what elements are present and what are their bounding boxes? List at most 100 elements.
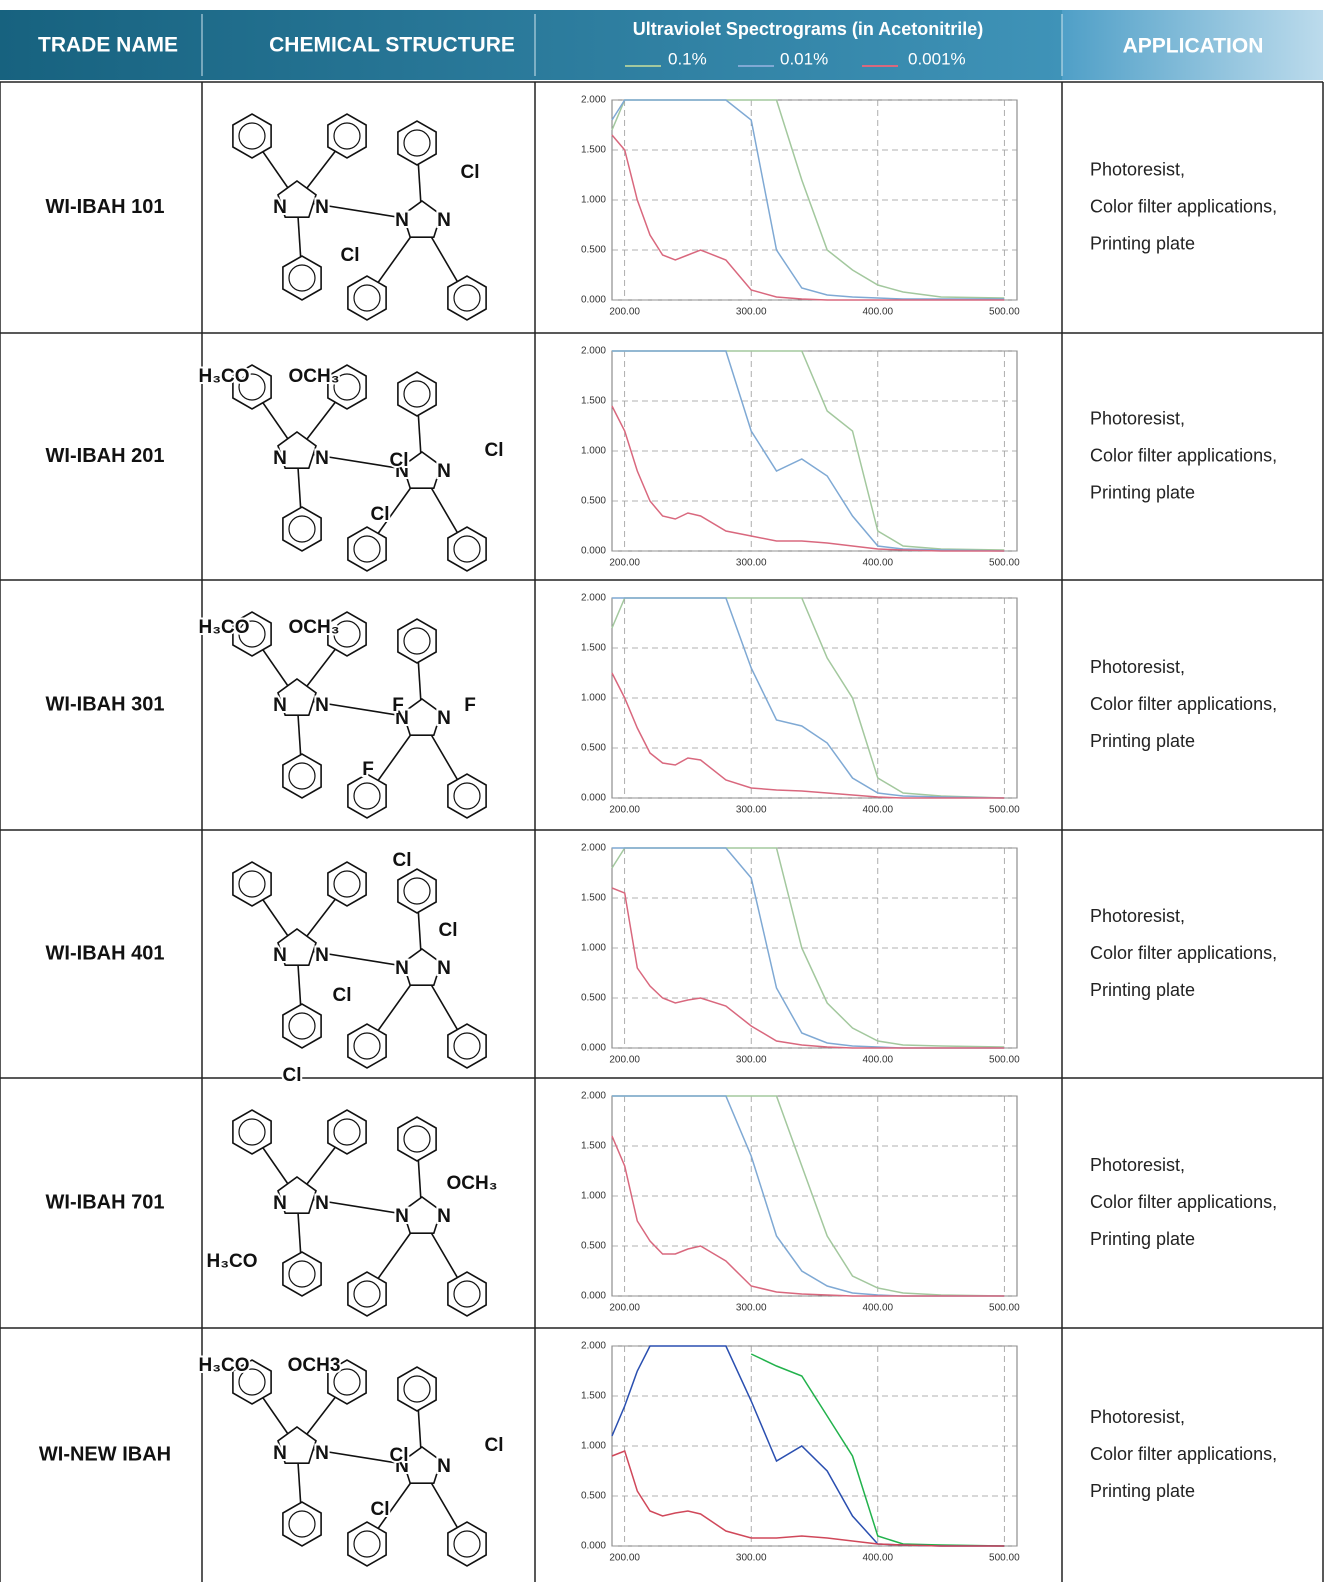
x-tick-label: 400.00 [862,1553,893,1564]
ring [347,1023,387,1069]
ring-inner [238,122,266,150]
spectrum-line [612,597,1005,799]
atom-label: OCH₃ [288,617,339,638]
ring [397,120,437,166]
y-tick-label: 1.500 [581,1141,606,1152]
atom-label: N [437,708,451,729]
header-spectrograms: Ultraviolet Spectrograms (in Acetonitril… [633,19,983,39]
ring [277,180,317,218]
atom-label: N [273,448,287,469]
y-tick-label: 1.000 [581,195,606,206]
ring [232,364,272,410]
ring [397,1116,437,1162]
x-tick-label: 300.00 [736,1303,767,1314]
atom-label: F [464,695,476,716]
ring [282,506,322,552]
atom-label: Cl [371,1499,390,1520]
ring [402,948,442,986]
application-text: Photoresist, [1090,159,1185,179]
x-tick-label: 200.00 [609,1303,640,1314]
y-tick-label: 0.500 [581,496,606,507]
x-tick-label: 500.00 [989,1055,1020,1066]
header-application: APPLICATION [1123,35,1264,58]
y-tick-label: 0.500 [581,1241,606,1252]
x-tick-label: 400.00 [862,1303,893,1314]
bond [296,948,423,970]
atom-label: N [437,1456,451,1477]
atom-label: N [315,695,329,716]
y-tick-label: 1.500 [581,396,606,407]
ring [447,1271,487,1317]
structure: N N N N Cl Cl [232,113,487,321]
y-tick-label: 0.500 [581,993,606,1004]
ring [232,113,272,159]
atom-label: N [273,945,287,966]
atom-label: N [395,210,409,231]
atom-label: N [273,197,287,218]
x-tick-label: 400.00 [862,805,893,816]
atom-label: Cl [390,1445,409,1466]
ring-inner [353,535,381,563]
atom-label: N [315,197,329,218]
spectrum-line [611,887,1005,1049]
ring [347,773,387,819]
ring-inner [403,1125,431,1153]
atom-label: N [437,1206,451,1227]
header-bar [0,10,1062,80]
atom-label: Cl [485,1435,504,1456]
ring [402,200,442,238]
legend-label: 0.01% [780,49,828,68]
atom-label: Cl [390,450,409,471]
application-text: Photoresist, [1090,906,1185,926]
x-tick-label: 300.00 [736,307,767,318]
atom-label: N [273,1443,287,1464]
y-tick-label: 2.000 [581,593,606,604]
ring [397,618,437,664]
ring [327,861,367,907]
y-tick-label: 1.000 [581,943,606,954]
ring [447,1521,487,1567]
trade-name: WI-IBAH 201 [46,445,165,467]
ring [397,868,437,914]
ring-inner [453,284,481,312]
atom-label: Cl [283,1065,302,1086]
spectrum-line [611,134,1005,301]
spectrum-line [612,1095,1005,1297]
atom-label: N [395,1456,409,1477]
ring [347,275,387,321]
x-tick-label: 400.00 [862,307,893,318]
ring [327,1359,367,1405]
atom-label: OCH3 [288,1355,341,1376]
x-tick-label: 500.00 [989,307,1020,318]
x-tick-label: 200.00 [609,805,640,816]
header-structure: CHEMICAL STRUCTURE [269,34,515,57]
ring [277,1176,317,1214]
trade-name: WI-IBAH 301 [46,693,165,715]
atom-label: N [395,708,409,729]
application-text: Photoresist, [1090,408,1185,428]
ring-inner [353,284,381,312]
ring-inner [238,620,266,648]
ring-inner [288,264,316,292]
ring-inner [288,1260,316,1288]
spectrum-line [611,1135,1005,1297]
ring-inner [238,373,266,401]
ring [402,1196,442,1234]
y-tick-label: 1.500 [581,1391,606,1402]
ring [402,1446,442,1484]
trade-name: WI-IBAH 101 [46,196,165,218]
ring [327,611,367,657]
y-tick-label: 1.500 [581,893,606,904]
ring [282,1501,322,1547]
legend-label: 0.1% [668,49,707,68]
atom-label: N [395,1206,409,1227]
ring [282,1251,322,1297]
y-tick-label: 1.000 [581,693,606,704]
ring [282,1003,322,1049]
atom-label: Cl [393,850,412,871]
application-text: Printing plate [1090,1481,1195,1501]
ring [232,861,272,907]
